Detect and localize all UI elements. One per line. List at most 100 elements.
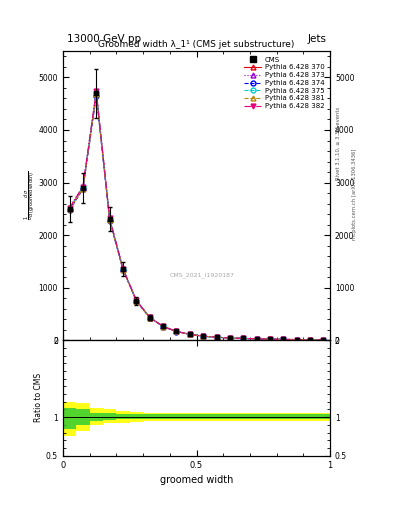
Pythia 6.428 375: [294, 336, 299, 343]
Pythia 6.428 370: [174, 328, 179, 334]
Y-axis label: Ratio to CMS: Ratio to CMS: [34, 373, 43, 422]
Pythia 6.428 381: [268, 336, 272, 342]
Pythia 6.428 373: [161, 323, 165, 329]
Pythia 6.428 382: [174, 328, 179, 334]
Pythia 6.428 374: [308, 336, 312, 343]
Pythia 6.428 370: [308, 336, 312, 343]
Pythia 6.428 373: [268, 336, 272, 342]
Pythia 6.428 374: [254, 336, 259, 342]
Pythia 6.428 374: [94, 93, 99, 99]
Pythia 6.428 375: [134, 297, 139, 304]
Title: Groomed width λ_1¹ (CMS jet substructure): Groomed width λ_1¹ (CMS jet substructure…: [98, 40, 295, 49]
Pythia 6.428 370: [161, 324, 165, 330]
Pythia 6.428 370: [214, 334, 219, 340]
Pythia 6.428 381: [107, 217, 112, 223]
X-axis label: groomed width: groomed width: [160, 475, 233, 485]
Pythia 6.428 374: [134, 298, 139, 304]
Pythia 6.428 373: [187, 331, 192, 337]
Pythia 6.428 381: [201, 333, 206, 339]
Text: Jets: Jets: [307, 33, 326, 44]
Pythia 6.428 381: [214, 334, 219, 340]
Pythia 6.428 373: [201, 333, 206, 339]
Pythia 6.428 382: [134, 297, 139, 304]
Pythia 6.428 381: [147, 314, 152, 321]
Pythia 6.428 375: [94, 89, 99, 95]
Pythia 6.428 382: [121, 266, 125, 272]
Pythia 6.428 381: [228, 335, 232, 341]
Pythia 6.428 370: [147, 314, 152, 321]
Pythia 6.428 382: [214, 334, 219, 340]
Pythia 6.428 382: [281, 336, 286, 343]
Pythia 6.428 375: [308, 336, 312, 343]
Pythia 6.428 374: [268, 336, 272, 342]
Pythia 6.428 381: [174, 328, 179, 334]
Pythia 6.428 381: [161, 324, 165, 330]
Pythia 6.428 381: [67, 206, 72, 212]
Pythia 6.428 374: [107, 218, 112, 224]
Line: Pythia 6.428 375: Pythia 6.428 375: [67, 90, 326, 343]
Pythia 6.428 375: [281, 336, 286, 343]
Pythia 6.428 382: [147, 314, 152, 321]
Pythia 6.428 373: [94, 88, 99, 94]
Pythia 6.428 374: [187, 331, 192, 337]
Pythia 6.428 381: [241, 335, 246, 342]
Pythia 6.428 370: [67, 206, 72, 212]
Pythia 6.428 375: [147, 314, 152, 321]
Pythia 6.428 373: [147, 314, 152, 321]
Pythia 6.428 382: [201, 333, 206, 339]
Pythia 6.428 382: [228, 335, 232, 341]
Pythia 6.428 370: [321, 337, 326, 343]
Pythia 6.428 374: [67, 207, 72, 213]
Pythia 6.428 381: [81, 185, 85, 191]
Pythia 6.428 381: [187, 331, 192, 337]
Pythia 6.428 373: [308, 336, 312, 343]
Line: Pythia 6.428 373: Pythia 6.428 373: [67, 89, 326, 343]
Pythia 6.428 375: [201, 333, 206, 339]
Pythia 6.428 370: [107, 216, 112, 222]
Pythia 6.428 381: [281, 336, 286, 343]
Line: Pythia 6.428 370: Pythia 6.428 370: [67, 91, 326, 343]
Pythia 6.428 373: [254, 336, 259, 342]
Pythia 6.428 370: [81, 185, 85, 191]
Pythia 6.428 382: [254, 336, 259, 342]
Text: Rivet 3.1.10, ≥ 3.3M events: Rivet 3.1.10, ≥ 3.3M events: [336, 106, 341, 180]
Text: 13000 GeV pp: 13000 GeV pp: [67, 33, 141, 44]
Pythia 6.428 374: [161, 324, 165, 330]
Pythia 6.428 375: [228, 335, 232, 341]
Pythia 6.428 373: [214, 334, 219, 340]
Pythia 6.428 370: [134, 297, 139, 304]
Pythia 6.428 381: [134, 298, 139, 304]
Pythia 6.428 374: [81, 186, 85, 193]
Pythia 6.428 373: [81, 183, 85, 189]
Pythia 6.428 373: [294, 336, 299, 343]
Pythia 6.428 370: [121, 266, 125, 272]
Legend: CMS, Pythia 6.428 370, Pythia 6.428 373, Pythia 6.428 374, Pythia 6.428 375, Pyt: CMS, Pythia 6.428 370, Pythia 6.428 373,…: [242, 55, 327, 111]
Pythia 6.428 373: [228, 335, 232, 341]
Pythia 6.428 374: [121, 267, 125, 273]
Pythia 6.428 374: [294, 336, 299, 343]
Pythia 6.428 374: [241, 335, 246, 342]
Text: mcplots.cern.ch [arXiv:1306.3436]: mcplots.cern.ch [arXiv:1306.3436]: [352, 149, 357, 240]
Pythia 6.428 373: [241, 335, 246, 342]
Pythia 6.428 373: [121, 265, 125, 271]
Pythia 6.428 375: [174, 328, 179, 334]
Pythia 6.428 375: [121, 266, 125, 272]
Pythia 6.428 382: [107, 215, 112, 221]
Pythia 6.428 381: [254, 336, 259, 342]
Pythia 6.428 374: [228, 335, 232, 341]
Pythia 6.428 370: [187, 331, 192, 337]
Pythia 6.428 370: [268, 336, 272, 342]
Pythia 6.428 382: [241, 335, 246, 342]
Pythia 6.428 381: [308, 336, 312, 343]
Pythia 6.428 375: [214, 334, 219, 340]
Line: Pythia 6.428 381: Pythia 6.428 381: [67, 92, 326, 343]
Pythia 6.428 375: [187, 331, 192, 337]
Pythia 6.428 382: [81, 183, 85, 189]
Pythia 6.428 373: [67, 204, 72, 210]
Pythia 6.428 382: [94, 88, 99, 94]
Pythia 6.428 382: [321, 337, 326, 343]
Text: CMS_2021_I1920187: CMS_2021_I1920187: [169, 272, 234, 278]
Pythia 6.428 381: [321, 337, 326, 343]
Pythia 6.428 374: [147, 315, 152, 321]
Pythia 6.428 370: [254, 336, 259, 342]
